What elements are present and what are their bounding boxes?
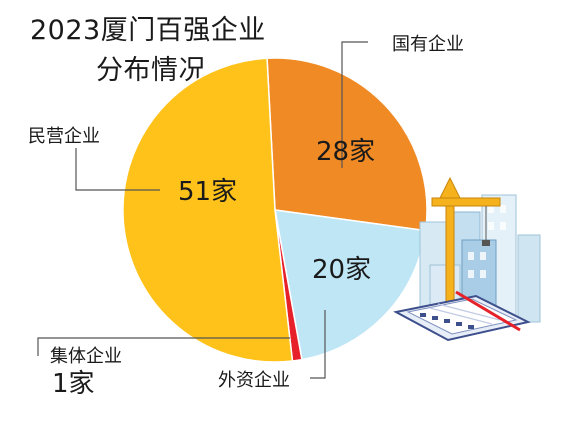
leader-line-collective [37, 337, 290, 356]
leader-line-private [75, 148, 160, 191]
pie-slices [122, 57, 428, 363]
chart-title-line2: 分布情况 [96, 55, 206, 86]
chart-title-line1: 2023厦门百强企业 [30, 15, 266, 46]
construction-illustration [393, 176, 541, 342]
label-private-name: 民营企业 [28, 126, 100, 147]
label-foreign-name: 外资企业 [218, 370, 290, 391]
slice-private [122, 57, 294, 363]
label-foreign-value: 20家 [312, 255, 371, 285]
label-collective-value: 1家 [52, 369, 95, 399]
label-private-value: 51家 [178, 177, 237, 207]
label-state-name: 国有企业 [392, 34, 464, 55]
label-collective-name: 集体企业 [50, 346, 122, 367]
label-state-value: 28家 [316, 137, 375, 167]
leader-line-state [341, 41, 368, 168]
leader-line-foreign [310, 310, 326, 379]
slice-state [266, 57, 428, 232]
